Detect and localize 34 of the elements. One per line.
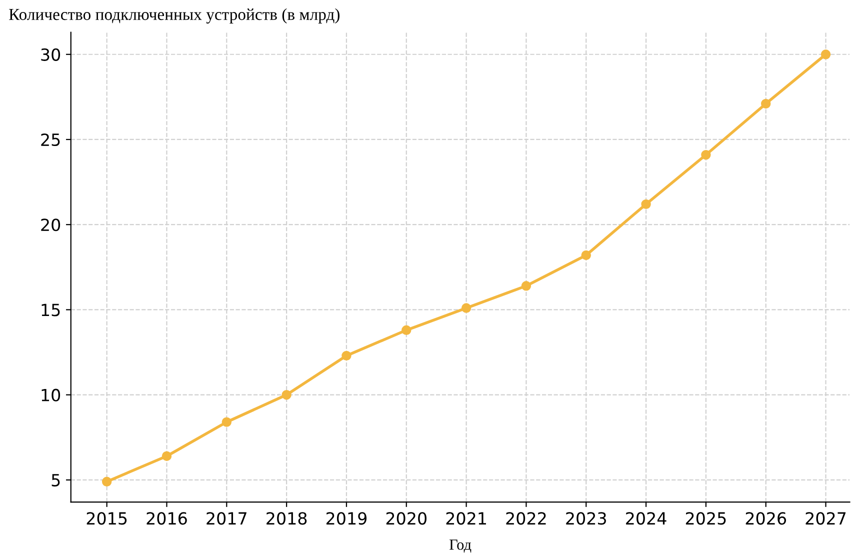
point — [282, 390, 292, 400]
x-tick-label: 2027 — [806, 512, 846, 525]
point — [102, 476, 112, 487]
x-tick-label: 2022 — [506, 512, 546, 525]
point — [222, 417, 232, 427]
point — [342, 350, 352, 361]
point — [641, 199, 651, 210]
y-tick-label: 25 — [41, 133, 60, 146]
x-axis-title: Год — [450, 540, 472, 553]
y-tick-label: 20 — [41, 218, 60, 232]
x-tick-label: 2021 — [446, 512, 486, 525]
x-tick-label: 2020 — [386, 512, 426, 525]
y-tick-label: 5 — [52, 474, 60, 487]
x-tick-label: 2015 — [86, 512, 127, 525]
x-tick-label: 2018 — [266, 512, 307, 525]
x-tick-label: 2016 — [146, 512, 187, 525]
x-tick-label: 2023 — [566, 512, 606, 525]
x-tick-label: 2019 — [326, 512, 367, 525]
point — [701, 150, 711, 160]
point — [581, 250, 591, 260]
point — [461, 303, 472, 313]
point — [820, 50, 831, 60]
y-tick-label: 30 — [41, 48, 60, 61]
x-tick-label: 2025 — [686, 512, 726, 525]
x-tick-label: 2026 — [746, 512, 786, 525]
y-tick-label: 15 — [42, 304, 60, 316]
point — [760, 98, 771, 109]
point — [402, 325, 412, 336]
point — [162, 451, 172, 461]
point — [521, 281, 532, 291]
x-tick-label: 2017 — [206, 512, 246, 525]
y-tick-label: 10 — [42, 388, 60, 402]
chart-title: Количество подключенных устройств (в млрд) — [9, 8, 340, 24]
x-tick-label: 2024 — [626, 512, 666, 525]
